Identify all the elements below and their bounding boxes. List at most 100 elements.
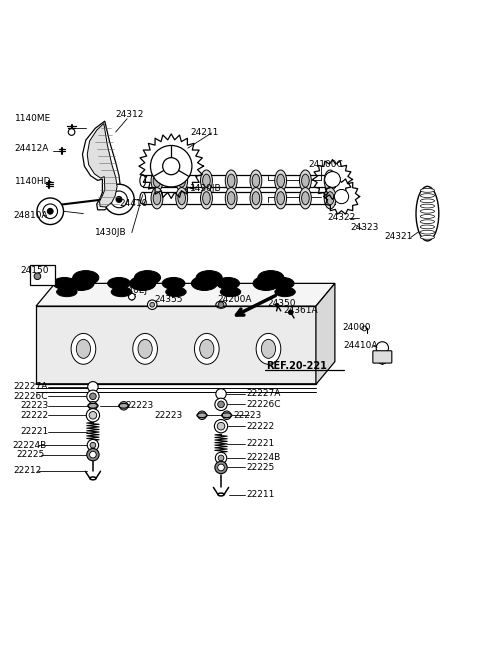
Polygon shape xyxy=(316,284,335,384)
Text: 24321: 24321 xyxy=(384,232,413,241)
Circle shape xyxy=(198,411,206,420)
Ellipse shape xyxy=(162,278,185,290)
Text: 22212: 22212 xyxy=(13,466,41,476)
Circle shape xyxy=(87,449,99,461)
Ellipse shape xyxy=(68,276,94,291)
Ellipse shape xyxy=(324,170,336,191)
Ellipse shape xyxy=(176,170,188,191)
Circle shape xyxy=(218,455,224,461)
Ellipse shape xyxy=(108,278,131,290)
Circle shape xyxy=(129,293,135,300)
Circle shape xyxy=(215,398,227,411)
Ellipse shape xyxy=(420,235,434,239)
Ellipse shape xyxy=(225,187,237,209)
Circle shape xyxy=(89,402,97,410)
Circle shape xyxy=(217,422,225,430)
Circle shape xyxy=(111,191,127,208)
Ellipse shape xyxy=(192,276,217,291)
Text: 22227A: 22227A xyxy=(246,390,280,398)
FancyBboxPatch shape xyxy=(30,265,55,285)
Ellipse shape xyxy=(271,278,294,290)
Circle shape xyxy=(151,145,192,187)
Text: 22226C: 22226C xyxy=(13,392,48,401)
Text: 1140EJ: 1140EJ xyxy=(117,286,148,295)
Polygon shape xyxy=(87,124,117,207)
Circle shape xyxy=(218,401,224,407)
Ellipse shape xyxy=(420,204,434,208)
Text: REF.20-221: REF.20-221 xyxy=(266,362,327,371)
Ellipse shape xyxy=(218,493,224,496)
Ellipse shape xyxy=(194,333,219,364)
Circle shape xyxy=(215,420,228,433)
Ellipse shape xyxy=(420,189,434,193)
FancyBboxPatch shape xyxy=(373,350,392,363)
Ellipse shape xyxy=(253,276,279,291)
Text: 24200A: 24200A xyxy=(218,295,252,305)
Text: 1140HD: 1140HD xyxy=(14,177,51,186)
Circle shape xyxy=(216,453,227,464)
Text: 22223: 22223 xyxy=(125,402,154,410)
Ellipse shape xyxy=(416,187,439,241)
Ellipse shape xyxy=(220,287,240,297)
Ellipse shape xyxy=(250,187,262,209)
Circle shape xyxy=(116,196,122,202)
Circle shape xyxy=(147,300,157,309)
Ellipse shape xyxy=(275,187,287,209)
Ellipse shape xyxy=(300,187,312,209)
Circle shape xyxy=(288,310,293,314)
Text: 22223: 22223 xyxy=(234,411,262,420)
Ellipse shape xyxy=(420,210,434,213)
Text: 24100C: 24100C xyxy=(309,160,344,169)
Ellipse shape xyxy=(420,215,434,218)
Circle shape xyxy=(222,411,231,420)
Text: 24323: 24323 xyxy=(350,223,379,233)
Text: 22211: 22211 xyxy=(246,490,275,499)
Ellipse shape xyxy=(228,192,235,205)
Circle shape xyxy=(34,273,41,280)
Polygon shape xyxy=(83,121,120,210)
Circle shape xyxy=(87,440,98,451)
Text: 1430JB: 1430JB xyxy=(96,228,127,237)
Ellipse shape xyxy=(203,174,210,187)
Circle shape xyxy=(87,390,99,402)
Ellipse shape xyxy=(258,271,284,285)
Ellipse shape xyxy=(71,333,96,364)
Text: 22224B: 22224B xyxy=(12,441,47,450)
Circle shape xyxy=(68,129,75,136)
Ellipse shape xyxy=(201,187,212,209)
Circle shape xyxy=(90,451,96,458)
Text: 24322: 24322 xyxy=(328,213,356,222)
Ellipse shape xyxy=(261,339,276,358)
Ellipse shape xyxy=(301,192,309,205)
Ellipse shape xyxy=(217,278,240,290)
Ellipse shape xyxy=(153,192,161,205)
Circle shape xyxy=(218,464,224,471)
Ellipse shape xyxy=(76,339,91,358)
Text: 24412A: 24412A xyxy=(14,143,49,153)
Circle shape xyxy=(48,208,53,214)
Text: 24000: 24000 xyxy=(342,323,371,332)
Circle shape xyxy=(86,409,99,422)
Text: 24350: 24350 xyxy=(267,299,296,309)
Text: 24410A: 24410A xyxy=(343,341,378,350)
Ellipse shape xyxy=(166,287,186,297)
Ellipse shape xyxy=(201,170,212,191)
Text: 24355: 24355 xyxy=(155,295,183,305)
Ellipse shape xyxy=(151,187,163,209)
Ellipse shape xyxy=(420,194,434,198)
Circle shape xyxy=(43,204,58,219)
Text: 22227A: 22227A xyxy=(13,383,48,391)
Ellipse shape xyxy=(134,271,160,285)
Text: 24810A: 24810A xyxy=(13,211,48,220)
Polygon shape xyxy=(36,284,335,306)
Ellipse shape xyxy=(277,192,285,205)
Text: 1140ME: 1140ME xyxy=(14,114,51,123)
Ellipse shape xyxy=(252,192,260,205)
Ellipse shape xyxy=(90,477,96,480)
Text: 22222: 22222 xyxy=(21,411,49,420)
Circle shape xyxy=(218,302,224,308)
Ellipse shape xyxy=(252,174,260,187)
Circle shape xyxy=(88,382,98,392)
Circle shape xyxy=(37,198,63,225)
Circle shape xyxy=(275,303,279,307)
